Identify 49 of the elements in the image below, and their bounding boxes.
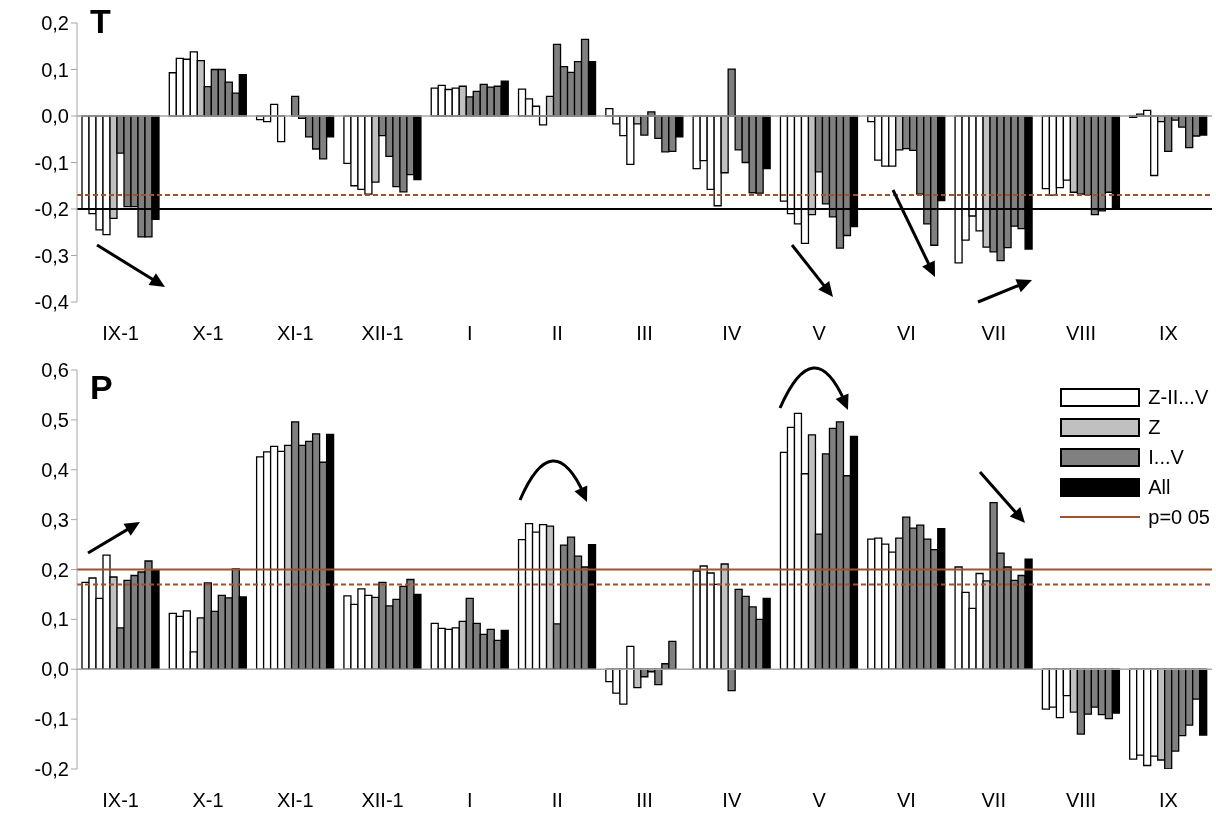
y-tick-label: 0,6: [41, 359, 69, 382]
chart-title: P: [90, 368, 113, 407]
y-tick-label: -0,1: [34, 151, 69, 174]
x-tick-label: V: [812, 789, 827, 812]
x-tick-label: XI-1: [276, 789, 314, 812]
legend-label: p=0 05: [1148, 505, 1210, 530]
legend-label: All: [1148, 475, 1171, 500]
x-tick-label: IX: [1158, 789, 1178, 812]
y-tick-label: 0,0: [41, 658, 69, 681]
y-tick-label: -0,4: [34, 291, 69, 314]
y-tick-label: 0,0: [41, 105, 69, 128]
x-tick-label: VIII: [1066, 322, 1097, 345]
x-tick-label: I: [467, 789, 473, 812]
y-tick-label: -0,2: [34, 758, 69, 781]
x-tick-label: VIII: [1066, 789, 1097, 812]
y-tick-label: 0,4: [41, 458, 69, 481]
x-tick-label: X-1: [192, 322, 224, 345]
x-tick-label: XII-1: [361, 789, 404, 812]
x-tick-label: VII: [981, 322, 1006, 345]
y-tick-label: 0,2: [41, 558, 69, 581]
x-tick-label: X-1: [192, 789, 224, 812]
y-tick-label: 0,2: [41, 12, 69, 35]
x-tick-label: VI: [896, 322, 916, 345]
legend-label: Z: [1148, 415, 1161, 440]
x-tick-label: I: [467, 322, 473, 345]
x-tick-label: V: [812, 322, 827, 345]
chart-title: T: [90, 2, 111, 41]
x-tick-label: IX-1: [102, 322, 139, 345]
y-tick-label: 0,3: [41, 508, 69, 531]
x-tick-label: IX-1: [102, 789, 139, 812]
y-tick-label: -0,2: [34, 198, 69, 221]
x-tick-label: II: [551, 322, 563, 345]
x-tick-label: IV: [722, 322, 742, 345]
x-tick-label: IV: [722, 789, 742, 812]
y-tick-label: 0,1: [41, 608, 69, 631]
x-tick-label: II: [551, 789, 563, 812]
legend-label: Z-II...V: [1148, 385, 1209, 410]
x-tick-label: XII-1: [361, 322, 404, 345]
x-tick-label: III: [636, 322, 653, 345]
y-tick-label: -0,1: [34, 708, 69, 731]
x-tick-label: XI-1: [276, 322, 314, 345]
y-tick-label: 0,5: [41, 408, 69, 431]
x-tick-label: IX: [1158, 322, 1178, 345]
x-tick-label: VII: [981, 789, 1006, 812]
legend-label: I...V: [1148, 445, 1184, 470]
x-tick-label: III: [636, 789, 653, 812]
y-tick-label: 0,1: [41, 58, 69, 81]
y-tick-label: -0,3: [34, 244, 69, 267]
x-tick-label: VI: [896, 789, 916, 812]
